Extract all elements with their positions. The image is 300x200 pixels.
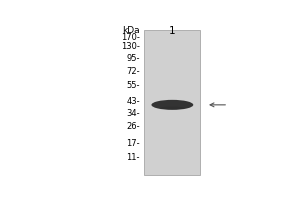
Text: 170-: 170- bbox=[121, 33, 140, 42]
Text: 55-: 55- bbox=[126, 81, 140, 90]
Text: 130-: 130- bbox=[121, 42, 140, 51]
Text: 11-: 11- bbox=[126, 153, 140, 162]
Text: 95-: 95- bbox=[126, 54, 140, 63]
Text: 43-: 43- bbox=[126, 97, 140, 106]
Text: 26-: 26- bbox=[126, 122, 140, 131]
Text: 17-: 17- bbox=[126, 139, 140, 148]
Bar bbox=[145, 30, 200, 175]
Text: kDa: kDa bbox=[122, 26, 140, 35]
Text: 72-: 72- bbox=[126, 67, 140, 76]
Text: 34-: 34- bbox=[126, 109, 140, 118]
Ellipse shape bbox=[152, 100, 193, 110]
Text: 1: 1 bbox=[169, 26, 176, 36]
Ellipse shape bbox=[161, 106, 184, 109]
